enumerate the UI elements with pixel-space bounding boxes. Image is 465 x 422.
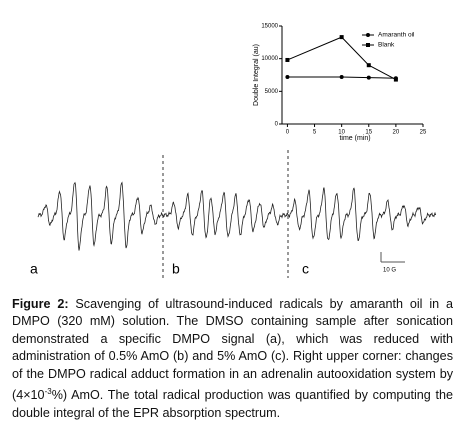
caption-text: %) AmO. The total radical production was…: [12, 388, 453, 420]
panel-label: a: [30, 261, 38, 277]
caption-text: Scavenging of ultrasound-induced radical…: [12, 297, 453, 403]
series-line: [287, 76, 396, 79]
caption: Figure 2: Scavenging of ultrasound-induc…: [12, 296, 453, 422]
legend-label: Blank: [378, 42, 395, 49]
marker: [366, 63, 371, 68]
y-tick-label: 5000: [265, 89, 279, 95]
series-line: [287, 36, 397, 81]
x-tick-label: 20: [393, 130, 400, 136]
x-tick-label: 0: [286, 130, 290, 136]
y-tick-label: 0: [275, 122, 279, 128]
scale-bar-label: 10 G: [383, 268, 396, 274]
marker: [285, 57, 290, 62]
epr-spectrum: [37, 181, 437, 251]
caption-superscript: -3: [44, 387, 52, 397]
marker: [393, 77, 398, 82]
x-axis-label: time (min): [339, 135, 370, 142]
marker: [339, 35, 344, 40]
panel-label: c: [302, 261, 309, 277]
x-tick-label: 5: [313, 130, 317, 136]
y-axis-label: Double Integral (au): [253, 44, 260, 106]
legend-marker: [366, 43, 370, 47]
marker: [285, 74, 290, 79]
caption-label: Figure 2:: [12, 297, 69, 311]
x-tick-label: 10: [338, 130, 345, 136]
x-tick-label: 15: [365, 130, 372, 136]
marker: [366, 75, 371, 80]
legend-label: Amaranth oil: [378, 32, 415, 39]
y-tick-label: 10000: [261, 56, 278, 62]
y-tick-label: 15000: [261, 24, 278, 30]
legend-marker: [366, 33, 370, 37]
figure: Double Integral (au) time (min) a b c 10…: [30, 24, 437, 278]
marker: [339, 74, 344, 79]
x-tick-label: 25: [420, 130, 427, 136]
panel-label: b: [172, 261, 180, 277]
